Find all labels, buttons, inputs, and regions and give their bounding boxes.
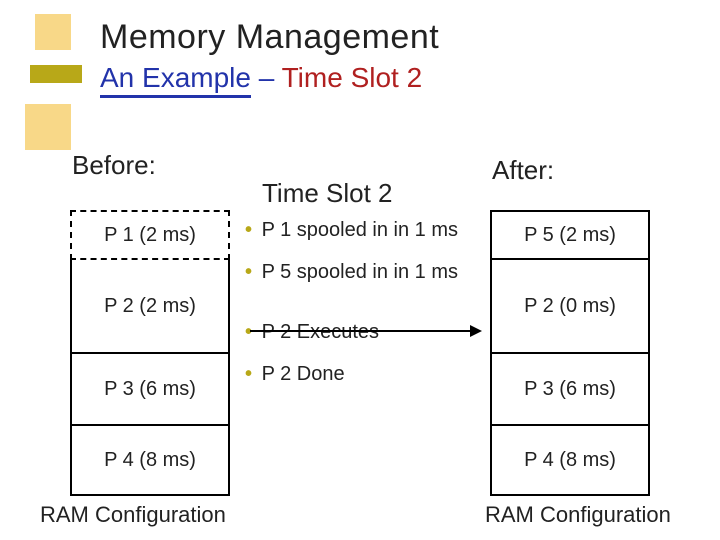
mid-title: Time Slot 2 — [262, 178, 393, 209]
ram-label-left: RAM Configuration — [40, 502, 226, 528]
memory-cell: P 2 (2 ms) — [70, 260, 230, 354]
bullet-icon: • — [245, 219, 252, 241]
bullet-text: P 2 Done — [256, 363, 345, 385]
before-column: P 1 (2 ms)P 2 (2 ms)P 3 (6 ms)P 4 (8 ms) — [70, 210, 230, 496]
memory-cell: P 2 (0 ms) — [490, 260, 650, 354]
arrow-icon — [250, 330, 480, 332]
memory-cell: P 4 (8 ms) — [490, 426, 650, 496]
bullet-icon: • — [245, 261, 252, 283]
subtitle-red: Time Slot 2 — [282, 62, 423, 93]
decor-top-square — [35, 14, 71, 50]
bullet-item: • P 2 Done — [245, 362, 465, 386]
bullet-text: P 5 spooled in in 1 ms — [256, 261, 458, 283]
before-label: Before: — [72, 150, 156, 181]
bullet-text: P 1 spooled in in 1 ms — [256, 219, 458, 241]
bullet-text: P 2 Executes — [256, 321, 379, 343]
decor-strip — [30, 65, 82, 83]
after-column: P 5 (2 ms)P 2 (0 ms)P 3 (6 ms)P 4 (8 ms) — [490, 210, 650, 496]
memory-cell: P 1 (2 ms) — [70, 210, 230, 260]
memory-cell: P 4 (8 ms) — [70, 426, 230, 496]
page-title: Memory Management — [100, 18, 439, 57]
memory-cell: P 3 (6 ms) — [70, 354, 230, 426]
bullet-icon: • — [245, 363, 252, 385]
bullet-icon: • — [245, 321, 252, 343]
bullet-item: • P 1 spooled in in 1 ms — [245, 218, 465, 242]
bullet-list: • P 1 spooled in in 1 ms• P 5 spooled in… — [245, 218, 465, 404]
subtitle-dash: – — [259, 62, 275, 93]
after-label: After: — [492, 155, 554, 186]
subtitle-blue: An Example — [100, 62, 251, 98]
bullet-item: • P 5 spooled in in 1 ms — [245, 260, 465, 284]
ram-label-right: RAM Configuration — [485, 502, 671, 528]
decor-mid-square — [25, 104, 71, 150]
memory-cell: P 5 (2 ms) — [490, 210, 650, 260]
bullet-item: • P 2 Executes — [245, 320, 465, 344]
memory-cell: P 3 (6 ms) — [490, 354, 650, 426]
page-subtitle: An Example – Time Slot 2 — [100, 62, 422, 94]
